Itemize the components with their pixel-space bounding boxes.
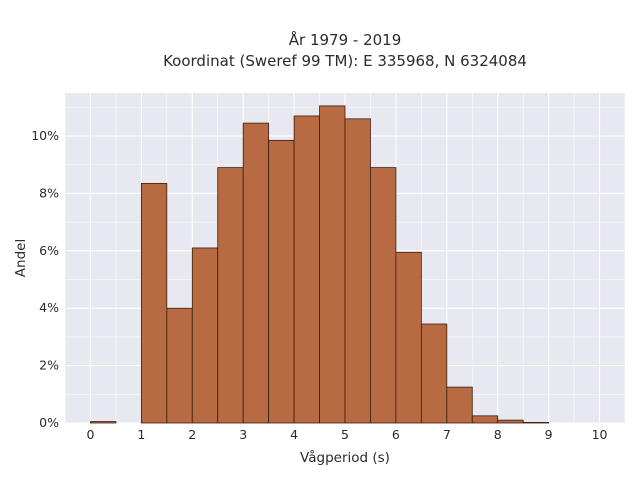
chart-title-line-2: Koordinat (Sweref 99 TM): E 335968, N 63… (163, 52, 527, 70)
histogram-bar (140, 182, 168, 424)
y-tick-label: 2% (39, 358, 59, 373)
y-tick-label: 0% (39, 415, 59, 430)
histogram-bar (217, 167, 244, 424)
x-tick-label: 7 (443, 427, 451, 442)
histogram-bar (395, 251, 422, 424)
histogram-bar (242, 122, 270, 424)
histogram-bar (268, 139, 295, 424)
histogram-bar (471, 415, 499, 424)
histogram-bar (497, 419, 524, 424)
x-tick-label: 5 (341, 427, 349, 442)
histogram-bar (293, 115, 320, 424)
y-tick-label: 8% (39, 185, 59, 200)
x-tick-label: 1 (137, 427, 145, 442)
y-axis-label: Andel (13, 239, 29, 277)
histogram-bar (370, 167, 397, 424)
histogram-bar (446, 386, 473, 424)
y-tick-labels: 0% 2% 4% 6% 8% 10% (31, 128, 59, 430)
histogram-bar (90, 421, 117, 424)
histogram-bar (522, 422, 550, 424)
x-tick-label: 8 (494, 427, 502, 442)
histogram-bar (319, 105, 346, 424)
y-tick-label: 6% (39, 243, 59, 258)
x-tick-label: 2 (188, 427, 196, 442)
x-tick-label: 3 (239, 427, 247, 442)
y-tick-label: 10% (31, 128, 59, 143)
chart-title-line-1: År 1979 - 2019 (289, 30, 402, 49)
histogram-bar (344, 118, 371, 424)
x-tick-labels: 0 1 2 3 4 5 6 7 8 9 10 (86, 427, 607, 442)
x-tick-label: 0 (86, 427, 94, 442)
bars (90, 105, 550, 424)
x-tick-label: 9 (545, 427, 553, 442)
histogram-bar (166, 307, 193, 424)
x-tick-label: 4 (290, 427, 298, 442)
y-tick-label: 4% (39, 300, 59, 315)
x-tick-label: 6 (392, 427, 400, 442)
histogram-bar (420, 323, 448, 424)
x-tick-label: 10 (592, 427, 608, 442)
histogram-bar (191, 247, 219, 424)
x-axis-label: Vågperiod (s) (300, 449, 390, 466)
